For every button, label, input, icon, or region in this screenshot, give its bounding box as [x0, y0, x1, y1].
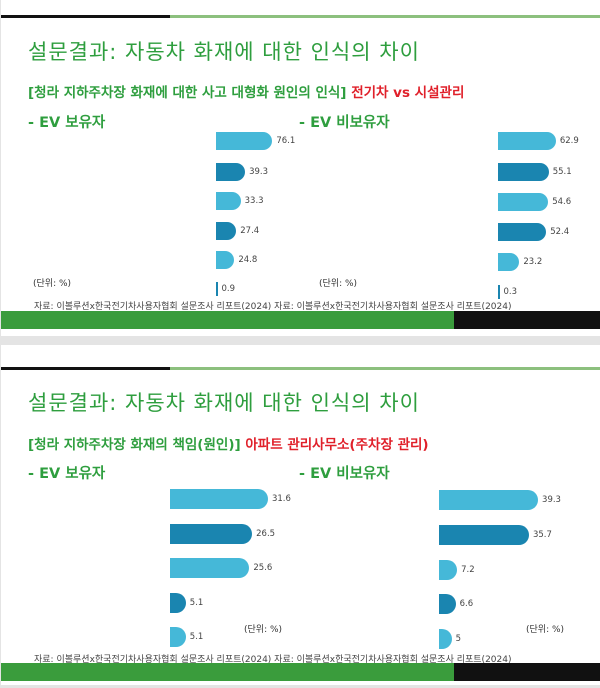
data-label: 55.1 — [552, 167, 572, 177]
data-label: 5 — [455, 634, 462, 644]
data-label: 52.4 — [550, 227, 570, 237]
bar — [216, 192, 241, 210]
top-rule — [1, 15, 600, 18]
bar — [170, 627, 186, 647]
bar — [170, 593, 186, 613]
bar — [498, 253, 520, 271]
group-label-ev-owner: - EV 보유자 — [28, 115, 106, 131]
bar — [498, 132, 556, 150]
top-rule — [1, 367, 600, 370]
data-label: 54.6 — [552, 197, 572, 207]
source-note: 자료: 이볼루션x한국전기차사용자협회 설문조사 리포트(2024) 자료: 이… — [34, 302, 512, 312]
bar — [498, 285, 500, 299]
data-label: 23.2 — [523, 257, 543, 267]
data-label: 26.5 — [256, 529, 276, 539]
slide-2: 설문결과: 자동차 화재에 대한 인식의 차이 [청라 지하주차장 화재의 책임… — [1, 345, 600, 685]
bar — [216, 222, 237, 240]
unit-label: (단위: %) — [33, 279, 72, 289]
data-label: 39.3 — [542, 495, 561, 505]
data-label: 35.7 — [532, 530, 552, 540]
data-label: 25.6 — [253, 563, 273, 573]
unit-label: (단위: %) — [319, 279, 358, 289]
bar — [498, 163, 549, 181]
bar — [439, 560, 458, 580]
slide-subtitle: [청라 지하주차장 화재에 대한 사고 대형화 원인의 인식] 전기차 vs 시… — [28, 81, 464, 101]
bar — [498, 193, 549, 211]
bar — [439, 594, 456, 614]
group-label-non-ev-owner: - EV 비보유자 — [299, 466, 390, 482]
bar — [439, 629, 452, 649]
bar — [498, 223, 547, 241]
data-label: 5.1 — [189, 632, 204, 642]
bar — [170, 558, 250, 578]
bar — [439, 525, 529, 545]
subtitle-green: [청라 지하주차장 화재의 책임(원인)] — [28, 437, 241, 453]
data-label: 39.3 — [249, 167, 269, 177]
bar — [170, 489, 268, 509]
data-label: 33.3 — [244, 196, 264, 206]
data-label: 31.6 — [271, 494, 291, 504]
footer-band — [1, 663, 600, 681]
subtitle-red: 전기차 vs 시설관리 — [351, 85, 465, 101]
source-note: 자료: 이볼루션x한국전기차사용자협회 설문조사 리포트(2024) 자료: 이… — [34, 655, 512, 665]
slide-1: 설문결과: 자동차 화재에 대한 인식의 차이 [청라 지하주차장 화재에 대한… — [1, 0, 600, 336]
bar — [439, 490, 539, 510]
bar — [216, 163, 246, 181]
bar — [216, 132, 273, 150]
data-label: 24.8 — [238, 255, 258, 265]
data-label: 0.9 — [221, 284, 236, 294]
subtitle-red: 아파트 관리사무소(주차장 관리) — [245, 437, 429, 453]
slide-subtitle: [청라 지하주차장 화재의 책임(원인)] 아파트 관리사무소(주차장 관리) — [28, 433, 429, 453]
data-label: 5.1 — [189, 598, 204, 608]
data-label: 27.4 — [240, 226, 260, 236]
data-label: 62.9 — [559, 136, 579, 146]
bar — [216, 282, 218, 296]
unit-label: (단위: %) — [244, 625, 283, 635]
footer-band — [1, 311, 600, 329]
unit-label: (단위: %) — [526, 625, 565, 635]
subtitle-green: [청라 지하주차장 화재에 대한 사고 대형화 원인의 인식] — [28, 85, 347, 101]
data-label: 76.1 — [276, 136, 296, 146]
data-label: 6.6 — [459, 599, 474, 609]
slide-title: 설문결과: 자동차 화재에 대한 인식의 차이 — [28, 391, 420, 415]
bar — [216, 251, 235, 269]
data-label: 0.3 — [503, 287, 518, 297]
group-label-ev-owner: - EV 보유자 — [28, 466, 106, 482]
data-label: 7.2 — [461, 565, 475, 575]
bar — [170, 524, 253, 544]
group-label-non-ev-owner: - EV 비보유자 — [299, 115, 390, 131]
slide-title: 설문결과: 자동차 화재에 대한 인식의 차이 — [28, 40, 420, 64]
